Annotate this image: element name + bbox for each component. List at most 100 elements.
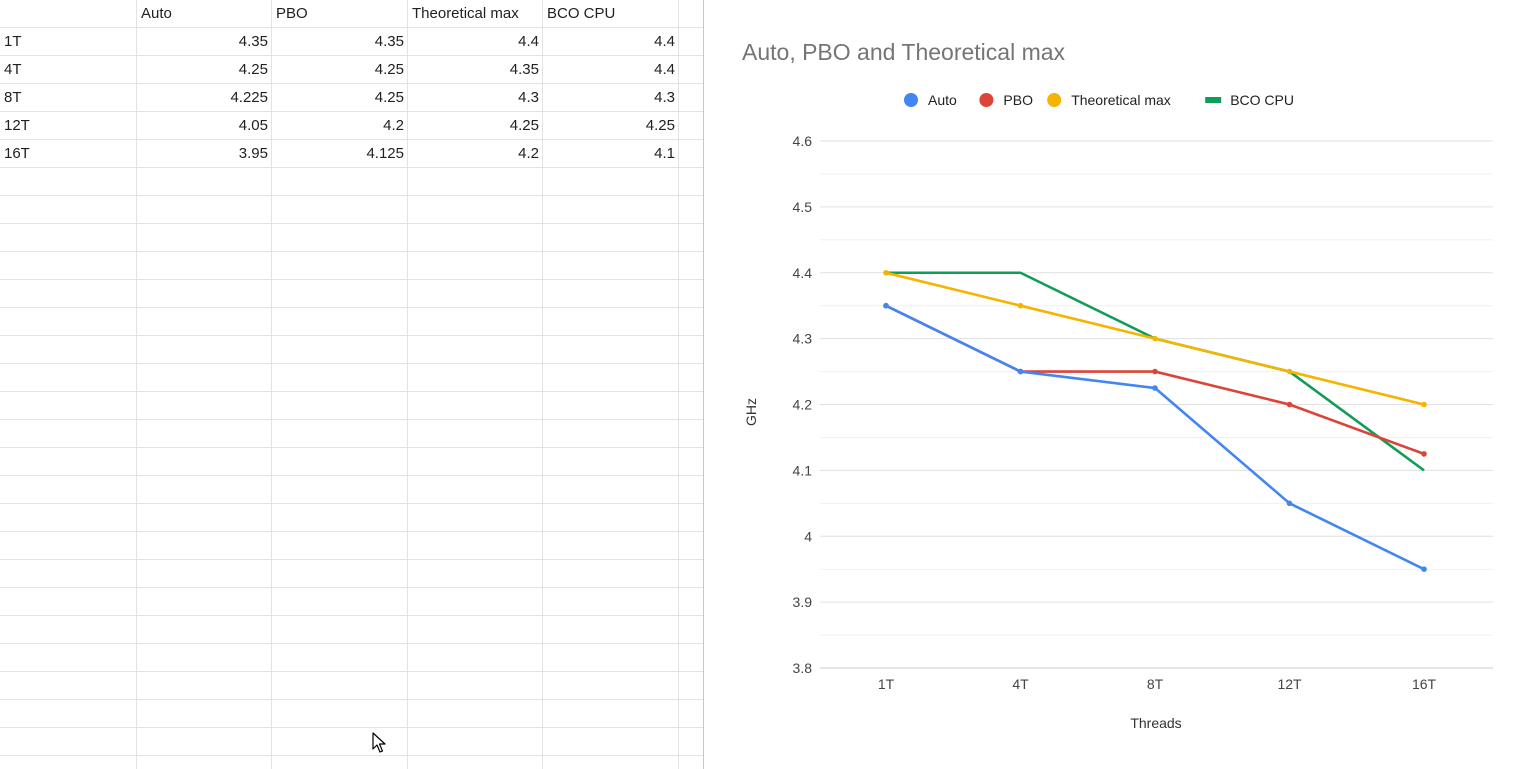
value-cell[interactable]: 4.25 <box>374 61 404 78</box>
x-tick-label: 8T <box>1147 676 1164 692</box>
column-divider <box>271 0 272 769</box>
row-divider <box>0 335 703 336</box>
value-cell[interactable]: 4.25 <box>509 117 539 134</box>
row-divider <box>0 111 703 112</box>
column-divider <box>678 0 679 769</box>
chart-title: Auto, PBO and Theoretical max <box>742 39 1066 65</box>
value-cell[interactable]: 4.4 <box>654 33 675 50</box>
legend-label: BCO CPU <box>1230 92 1294 108</box>
row-label-cell[interactable]: 8T <box>4 89 22 106</box>
row-label-cell[interactable]: 1T <box>4 33 22 50</box>
row-divider <box>0 475 703 476</box>
value-cell[interactable]: 4.35 <box>374 33 404 50</box>
value-cell[interactable]: 4.35 <box>238 33 268 50</box>
y-tick-label: 4.4 <box>793 265 813 281</box>
row-label-cell[interactable]: 16T <box>4 145 30 162</box>
value-cell[interactable]: 4.25 <box>645 117 675 134</box>
data-point <box>1152 368 1158 375</box>
row-divider <box>0 727 703 728</box>
row-divider <box>0 391 703 392</box>
row-divider <box>0 279 703 280</box>
row-divider <box>0 223 703 224</box>
value-cell[interactable]: 4.4 <box>518 33 539 50</box>
value-cell[interactable]: 4.25 <box>374 89 404 106</box>
row-divider <box>0 503 703 504</box>
value-cell[interactable]: 4.2 <box>518 145 539 162</box>
row-divider <box>0 643 703 644</box>
mouse-pointer-icon <box>372 732 386 753</box>
legend-marker <box>979 93 994 107</box>
row-label-cell[interactable]: 4T <box>4 61 22 78</box>
legend-label: Auto <box>928 92 957 108</box>
value-cell[interactable]: 4.25 <box>238 61 268 78</box>
row-divider <box>0 55 703 56</box>
header-cell[interactable]: BCO CPU <box>547 5 616 22</box>
legend-marker <box>904 93 918 107</box>
chart-panel[interactable]: Auto, PBO and Theoretical max Auto PBO Theo… <box>703 0 1530 769</box>
y-tick-label: 4.3 <box>793 331 813 347</box>
header-cell[interactable]: PBO <box>276 5 308 22</box>
data-point <box>1017 368 1024 375</box>
y-tick-label: 4.1 <box>793 462 813 478</box>
value-cell[interactable]: 4.225 <box>230 89 268 106</box>
value-cell[interactable]: 4.05 <box>238 117 268 134</box>
row-divider <box>0 195 703 196</box>
row-divider <box>0 699 703 700</box>
spreadsheet-grid[interactable]: Auto PBO Theoretical max BCO CPU 1T 4.35 4.35 4… <box>0 0 703 769</box>
value-cell[interactable]: 4.35 <box>509 61 539 78</box>
value-cell[interactable]: 4.4 <box>654 61 675 78</box>
y-tick-label: 4.6 <box>793 133 813 149</box>
header-cell[interactable]: Theoretical max <box>412 5 519 22</box>
column-divider <box>542 0 543 769</box>
value-cell[interactable]: 4.125 <box>366 145 404 162</box>
legend-marker <box>1047 93 1062 107</box>
data-point <box>883 302 889 309</box>
row-divider <box>0 139 703 140</box>
row-divider <box>0 167 703 168</box>
data-point <box>1152 385 1158 391</box>
header-cell[interactable]: Auto <box>141 5 172 22</box>
x-tick-label: 4T <box>1012 676 1029 692</box>
row-divider <box>0 755 703 756</box>
y-tick-label: 4 <box>804 528 812 544</box>
data-point <box>1286 500 1293 507</box>
data-point <box>1421 401 1427 408</box>
x-axis-label: Threads <box>1130 715 1181 731</box>
value-cell[interactable]: 4.3 <box>518 89 539 106</box>
data-point <box>883 269 889 276</box>
x-tick-label: 12T <box>1277 676 1302 692</box>
value-cell[interactable]: 3.95 <box>238 145 268 162</box>
data-point <box>1152 335 1158 342</box>
row-divider <box>0 83 703 84</box>
y-tick-label: 3.8 <box>793 660 813 676</box>
value-cell[interactable]: 4.2 <box>383 117 404 134</box>
y-tick-label: 4.5 <box>793 199 813 215</box>
row-divider <box>0 447 703 448</box>
column-divider <box>136 0 137 769</box>
row-divider <box>0 27 703 28</box>
legend-marker <box>1205 97 1222 103</box>
value-cell[interactable]: 4.3 <box>654 89 675 106</box>
legend-label: Theoretical max <box>1071 92 1171 108</box>
row-divider <box>0 559 703 560</box>
x-tick-label: 16T <box>1412 676 1437 692</box>
y-axis-label: GHz <box>743 398 759 426</box>
row-divider <box>0 671 703 672</box>
x-tick-label: 1T <box>878 676 895 692</box>
data-point <box>1286 401 1293 408</box>
series-line-pbo <box>885 304 1425 456</box>
row-label-cell[interactable]: 12T <box>4 117 30 134</box>
row-divider <box>0 307 703 308</box>
row-divider <box>0 419 703 420</box>
y-tick-label: 4.2 <box>793 397 813 413</box>
row-divider <box>0 587 703 588</box>
value-cell[interactable]: 4.1 <box>654 145 675 162</box>
data-point <box>1421 566 1427 572</box>
row-divider <box>0 615 703 616</box>
row-divider <box>0 251 703 252</box>
y-tick-label: 3.9 <box>793 594 813 610</box>
row-divider <box>0 531 703 532</box>
data-point <box>1017 302 1024 309</box>
legend-label: PBO <box>1003 92 1033 108</box>
data-point <box>1421 451 1427 457</box>
